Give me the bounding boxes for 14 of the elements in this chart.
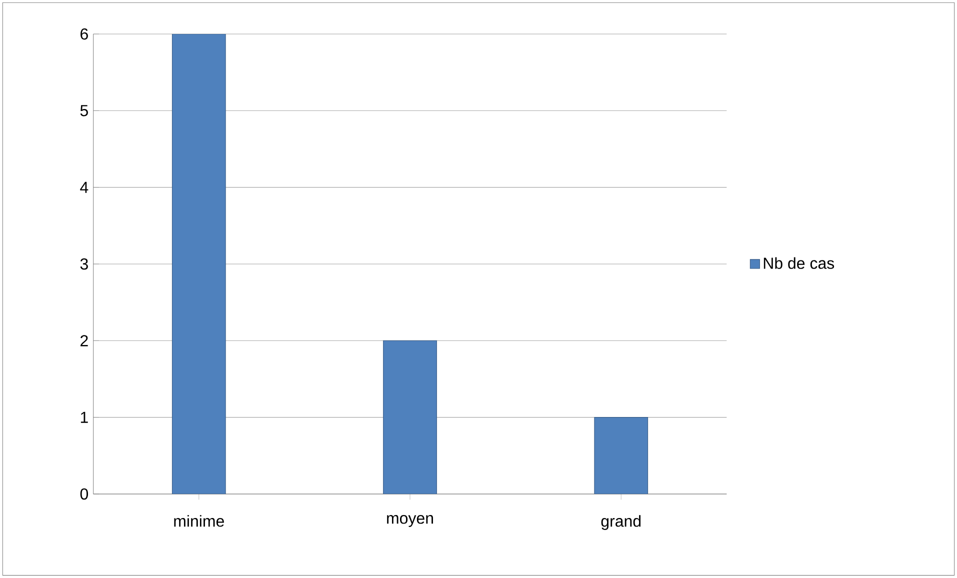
x-tick-label: minime <box>174 515 224 527</box>
x-tick-label: moyen <box>387 515 433 527</box>
y-tick-label: 4 <box>80 182 88 193</box>
y-tick-label: 1 <box>80 412 88 423</box>
x-tick-label: grand <box>601 515 641 530</box>
y-tick-label: 0 <box>80 488 88 500</box>
y-tick-label: 6 <box>80 28 88 40</box>
y-tick-label: 2 <box>80 335 88 346</box>
y-tick-label: 5 <box>80 105 88 116</box>
bar <box>594 417 648 494</box>
bar <box>383 340 437 494</box>
bar <box>172 34 226 494</box>
y-tick-label: 3 <box>80 258 88 270</box>
legend-label: Nb de cas <box>764 257 834 269</box>
